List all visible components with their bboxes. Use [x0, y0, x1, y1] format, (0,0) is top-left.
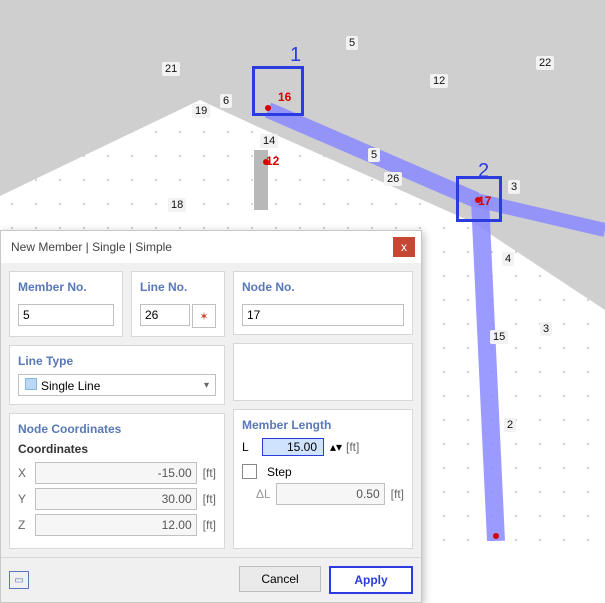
scene-label: 2	[504, 418, 516, 432]
scene-label: 5	[368, 148, 380, 162]
node-dot	[493, 533, 499, 539]
chevron-down-icon: ▾	[204, 380, 209, 391]
line-type-value: Single Line	[41, 379, 100, 393]
selection-number: 1	[290, 44, 301, 67]
blank-panel	[233, 343, 413, 401]
coord-input	[35, 514, 196, 536]
length-L-label: L	[242, 440, 256, 454]
line-no-label: Line No.	[140, 280, 216, 294]
node-coords-title: Node Coordinates	[18, 422, 216, 436]
step-label: Step	[267, 465, 292, 479]
dL-unit: [ft]	[391, 487, 404, 501]
help-icon[interactable]: ▭	[9, 571, 29, 589]
dL-input	[276, 483, 385, 505]
coords-subtitle: Coordinates	[18, 442, 216, 456]
close-button[interactable]: x	[393, 237, 415, 257]
new-member-dialog: New Member | Single | Simple x Member No…	[0, 230, 422, 603]
scene-label: 22	[536, 56, 554, 70]
length-L-input[interactable]: 15.00	[262, 438, 324, 456]
line-type-select[interactable]: Single Line ▾	[18, 374, 216, 396]
scene-label: 5	[346, 36, 358, 50]
dialog-titlebar[interactable]: New Member | Single | Simple x	[1, 231, 421, 263]
coord-input	[35, 462, 196, 484]
pick-icon: ✶	[199, 310, 208, 323]
line-type-swatch	[25, 378, 37, 390]
member-no-label: Member No.	[18, 280, 114, 294]
scene-label: 21	[162, 62, 180, 76]
length-L-unit: [ft]	[346, 440, 359, 454]
axis-label: Z	[18, 518, 29, 532]
scene-label: 26	[384, 172, 402, 186]
coord-unit: [ft]	[203, 492, 216, 506]
scene-label: 18	[168, 198, 186, 212]
dL-label: ΔL	[242, 487, 270, 501]
close-icon: x	[401, 240, 407, 254]
line-type-label: Line Type	[18, 354, 216, 368]
scene-label: 6	[220, 94, 232, 108]
scene-label: 4	[502, 252, 514, 266]
beam-vert	[480, 200, 496, 541]
scene-label: 3	[508, 180, 520, 194]
axis-label: Y	[18, 492, 29, 506]
scene-label: 19	[192, 104, 210, 118]
coord-input	[35, 488, 196, 510]
selection-box	[456, 176, 502, 222]
scene-label: 15	[490, 330, 508, 344]
coord-unit: [ft]	[203, 518, 216, 532]
member-length-title: Member Length	[242, 418, 404, 432]
node-no-input[interactable]	[242, 304, 404, 326]
apply-button[interactable]: Apply	[329, 566, 413, 594]
node-no-label: Node No.	[242, 280, 404, 294]
axis-label: X	[18, 466, 29, 480]
dialog-title: New Member | Single | Simple	[11, 240, 172, 254]
cancel-button[interactable]: Cancel	[239, 566, 321, 592]
scene-label: 12	[430, 74, 448, 88]
node-id: 12	[266, 154, 279, 168]
coord-unit: [ft]	[203, 466, 216, 480]
step-checkbox[interactable]	[242, 464, 257, 479]
scene-label: 14	[260, 134, 278, 148]
selection-box	[252, 66, 304, 116]
pick-line-button[interactable]: ✶	[192, 304, 216, 328]
scene-label: 3	[540, 322, 552, 336]
member-no-input[interactable]	[18, 304, 114, 326]
line-no-input[interactable]	[140, 304, 190, 326]
